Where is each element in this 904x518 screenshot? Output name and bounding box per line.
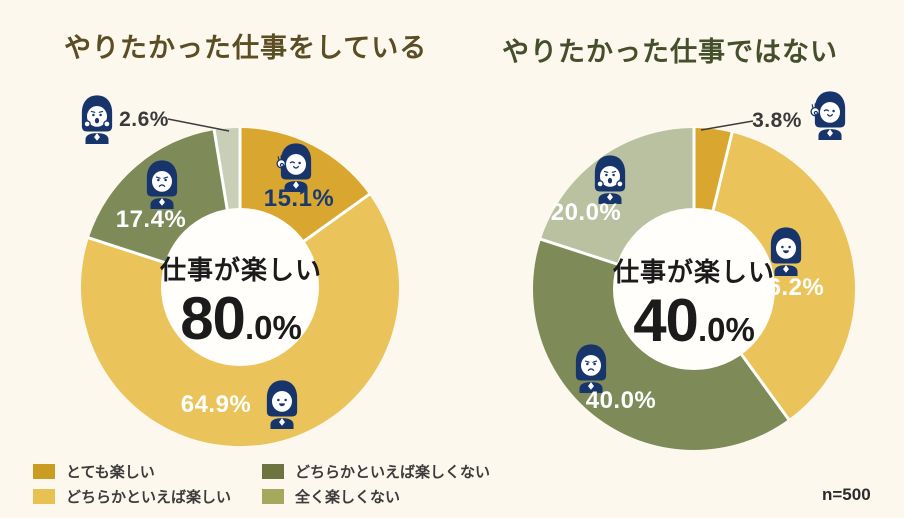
legend-swatch [262, 489, 284, 504]
legend-swatch [33, 489, 55, 504]
segment-percent-label: 40.0% [585, 387, 657, 414]
segment-percent-label: 3.8% [752, 109, 802, 132]
donut-center-text: 仕事が楽しい 80.0% [131, 250, 351, 349]
sample-size-note: n=500 [822, 485, 871, 504]
segment-percent-label: 17.4% [115, 206, 187, 233]
avatar-ok-icon [810, 90, 850, 140]
avatar-smile-icon [262, 379, 302, 429]
avatar-shock-icon [77, 94, 117, 144]
avatar-sad-icon [571, 343, 611, 393]
donut-hole [161, 208, 319, 366]
legend-label: とても楽しい [66, 464, 155, 481]
donut-center-value: 40.0% [633, 287, 755, 354]
legend-label: どちらかといえば楽しくない [295, 464, 491, 481]
donut-center-text: 仕事が楽しい 40.0% [584, 252, 804, 351]
segment-percent-label: 20.0% [550, 199, 622, 226]
donut-center-value: 80.0% [180, 285, 302, 352]
chart-title-wanted-job: やりたかった仕事をしている [64, 33, 428, 63]
avatar-ok-icon [276, 142, 316, 192]
legend-item: とても楽しい [33, 463, 155, 481]
callout-line [700, 120, 754, 131]
legend-swatch [262, 464, 284, 479]
callout-line [167, 118, 230, 132]
segment-percent-label: 15.1% [263, 185, 335, 212]
legend-label: 全く楽しくない [295, 489, 401, 506]
segment-percent-label: 2.6% [119, 108, 169, 131]
legend-item: 全く楽しくない [262, 488, 401, 506]
avatar-shock-icon [590, 154, 630, 204]
legend-item: どちらかといえば楽しくない [262, 463, 491, 481]
chart-title-not-wanted-job: やりたかった仕事ではない [502, 37, 838, 67]
donut-hole [613, 208, 775, 370]
legend-swatch [33, 464, 55, 479]
segment-percent-label: 64.9% [180, 391, 252, 418]
avatar-sad-icon [142, 159, 182, 209]
legend-label: どちらかといえば楽しい [66, 489, 232, 506]
legend-item: どちらかといえば楽しい [33, 488, 232, 506]
donut-center-label: 仕事が楽しい [612, 257, 775, 287]
donut-center-label: 仕事が楽しい [159, 255, 322, 285]
avatar-smile-icon [766, 226, 806, 276]
segment-percent-label: 36.2% [753, 274, 825, 301]
